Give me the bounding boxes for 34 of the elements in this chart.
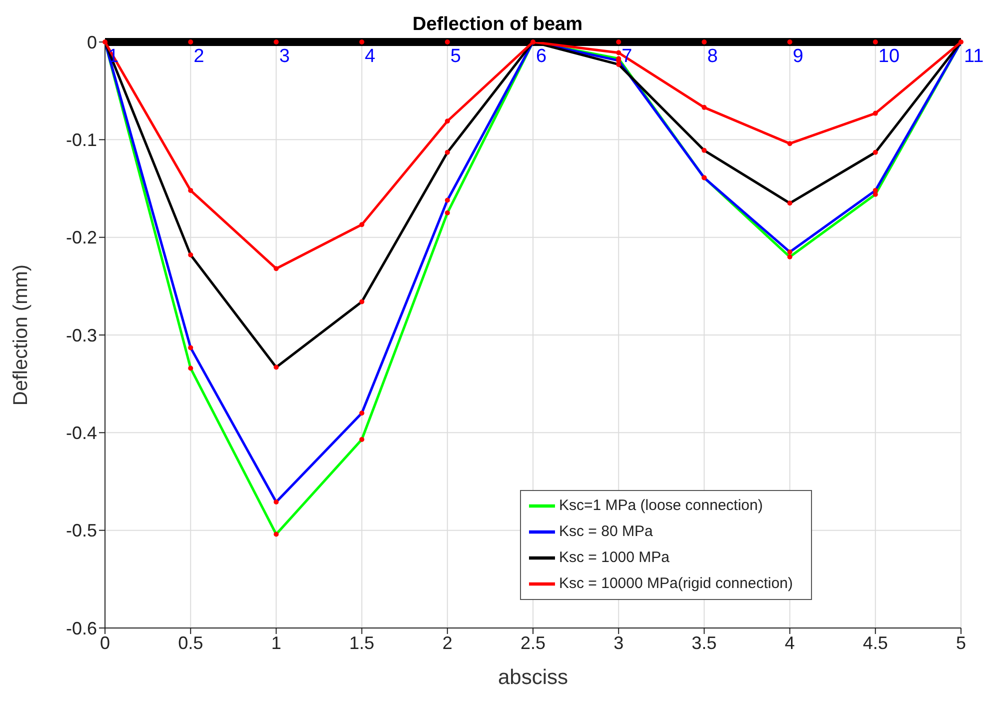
- legend-label: Ksc=1 MPa (loose connection): [559, 497, 763, 514]
- x-tick-label: 4: [784, 632, 795, 653]
- y-tick-label: -0.3: [66, 325, 97, 346]
- annotation: 4: [364, 46, 376, 67]
- annotation: 2: [194, 46, 204, 67]
- x-tick-label: 3: [614, 632, 624, 653]
- annotation: 8: [707, 46, 718, 67]
- legend-label: Ksc = 10000 MPa(rigid connection): [559, 575, 793, 592]
- legend-label: Ksc = 1000 MPa: [559, 549, 670, 566]
- annotation: 6: [536, 46, 547, 67]
- x-tick-label: 2: [442, 632, 452, 653]
- chart-title: Deflection of beam: [412, 14, 582, 35]
- y-tick-label: -0.4: [66, 423, 97, 444]
- x-tick-label: 1: [271, 632, 282, 653]
- annotation: 11: [964, 46, 984, 67]
- y-tick-label: 0: [86, 32, 97, 52]
- x-axis-title: absciss: [498, 666, 568, 689]
- x-tick-label: 0.5: [178, 632, 204, 653]
- annotation: 5: [450, 46, 461, 67]
- x-tick-label: 1.5: [349, 632, 374, 653]
- x-tick-label: 2.5: [520, 632, 546, 653]
- y-tick-label: -0.2: [66, 228, 97, 248]
- y-axis-title: Deflection (mm): [10, 264, 32, 406]
- y-tick-label: -0.1: [66, 130, 97, 150]
- y-tick-label: -0.5: [66, 520, 97, 541]
- legend-label: Ksc = 80 MPa: [559, 523, 653, 540]
- annotation: 9: [792, 46, 804, 67]
- x-tick-label: 4.5: [862, 632, 888, 653]
- x-tick-label: 0: [100, 632, 110, 653]
- x-tick-label: 3.5: [692, 632, 717, 653]
- x-tick-label: 5: [956, 632, 966, 653]
- annotation: 10: [878, 46, 900, 67]
- annotation: 3: [279, 46, 290, 67]
- y-tick-label: -0.6: [66, 618, 97, 638]
